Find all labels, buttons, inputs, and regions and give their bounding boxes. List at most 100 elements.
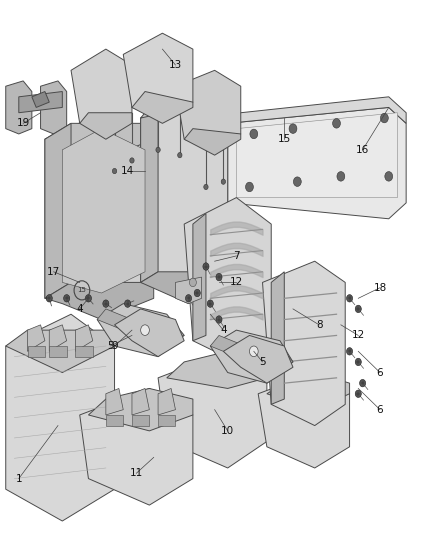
Polygon shape	[6, 314, 115, 521]
Polygon shape	[262, 261, 345, 425]
Circle shape	[332, 118, 340, 128]
Text: 8: 8	[316, 320, 322, 330]
Text: 16: 16	[356, 145, 369, 155]
Text: 11: 11	[130, 469, 143, 478]
Polygon shape	[19, 92, 62, 113]
Polygon shape	[97, 304, 184, 357]
Polygon shape	[141, 86, 228, 118]
Polygon shape	[132, 92, 193, 123]
Circle shape	[355, 305, 361, 313]
Text: 15: 15	[278, 134, 291, 144]
Text: 12: 12	[230, 277, 243, 287]
Circle shape	[204, 184, 208, 190]
Circle shape	[130, 158, 134, 163]
Circle shape	[185, 295, 191, 302]
Polygon shape	[71, 49, 132, 128]
Circle shape	[250, 346, 258, 357]
Polygon shape	[75, 325, 93, 351]
Circle shape	[346, 295, 353, 302]
Polygon shape	[141, 108, 158, 282]
Circle shape	[346, 348, 353, 355]
Text: 6: 6	[377, 405, 383, 415]
Polygon shape	[115, 309, 184, 357]
Text: 6: 6	[377, 368, 383, 377]
Polygon shape	[106, 389, 123, 415]
Polygon shape	[210, 335, 245, 357]
Circle shape	[250, 129, 258, 139]
Circle shape	[293, 177, 301, 187]
Polygon shape	[123, 33, 193, 118]
Text: 14: 14	[121, 166, 134, 176]
Polygon shape	[45, 113, 154, 309]
Polygon shape	[158, 389, 176, 415]
Polygon shape	[28, 325, 45, 351]
Polygon shape	[6, 330, 115, 373]
Text: 10: 10	[221, 426, 234, 436]
Text: 17: 17	[47, 267, 60, 277]
Circle shape	[381, 114, 389, 123]
Polygon shape	[132, 415, 149, 425]
Text: 5: 5	[107, 341, 113, 351]
Circle shape	[355, 358, 361, 366]
Circle shape	[216, 316, 222, 323]
Circle shape	[221, 179, 226, 184]
Polygon shape	[184, 198, 271, 362]
Polygon shape	[158, 415, 176, 425]
Polygon shape	[75, 346, 93, 357]
Polygon shape	[88, 389, 193, 431]
Circle shape	[64, 295, 70, 302]
Text: 18: 18	[374, 282, 387, 293]
Text: 9: 9	[111, 341, 118, 351]
Polygon shape	[267, 373, 350, 410]
Polygon shape	[28, 346, 45, 357]
Circle shape	[289, 124, 297, 133]
Circle shape	[141, 325, 149, 335]
Circle shape	[85, 295, 92, 302]
Circle shape	[178, 152, 182, 158]
Polygon shape	[49, 325, 67, 351]
Text: 4: 4	[220, 325, 226, 335]
Polygon shape	[132, 389, 149, 415]
Circle shape	[355, 390, 361, 398]
Polygon shape	[141, 272, 228, 304]
Polygon shape	[237, 113, 397, 198]
Polygon shape	[41, 81, 67, 134]
Text: 12: 12	[352, 330, 365, 341]
Circle shape	[246, 182, 253, 192]
Polygon shape	[223, 335, 293, 383]
Polygon shape	[80, 113, 132, 139]
Polygon shape	[271, 272, 284, 405]
Text: 13: 13	[169, 60, 182, 70]
Polygon shape	[228, 97, 406, 123]
Polygon shape	[106, 415, 123, 425]
Polygon shape	[45, 123, 71, 298]
Circle shape	[189, 278, 196, 287]
Polygon shape	[258, 373, 350, 468]
Circle shape	[203, 263, 209, 270]
Polygon shape	[176, 277, 201, 304]
Circle shape	[337, 172, 345, 181]
Polygon shape	[167, 351, 267, 389]
Polygon shape	[158, 351, 267, 468]
Polygon shape	[45, 282, 154, 319]
Polygon shape	[210, 330, 293, 383]
Circle shape	[156, 147, 160, 152]
Text: 1: 1	[15, 474, 22, 483]
Polygon shape	[176, 70, 241, 150]
Polygon shape	[97, 309, 132, 330]
Polygon shape	[32, 92, 49, 108]
Polygon shape	[62, 128, 145, 293]
Text: 5: 5	[259, 357, 266, 367]
Polygon shape	[6, 81, 32, 134]
Text: 15: 15	[78, 287, 86, 293]
Text: 7: 7	[233, 251, 240, 261]
Polygon shape	[141, 97, 228, 293]
Polygon shape	[149, 325, 184, 341]
Circle shape	[194, 289, 200, 297]
Circle shape	[124, 300, 131, 308]
Text: 19: 19	[17, 118, 30, 128]
Polygon shape	[45, 123, 154, 160]
Polygon shape	[262, 351, 293, 367]
Circle shape	[103, 300, 109, 308]
Circle shape	[360, 379, 366, 387]
